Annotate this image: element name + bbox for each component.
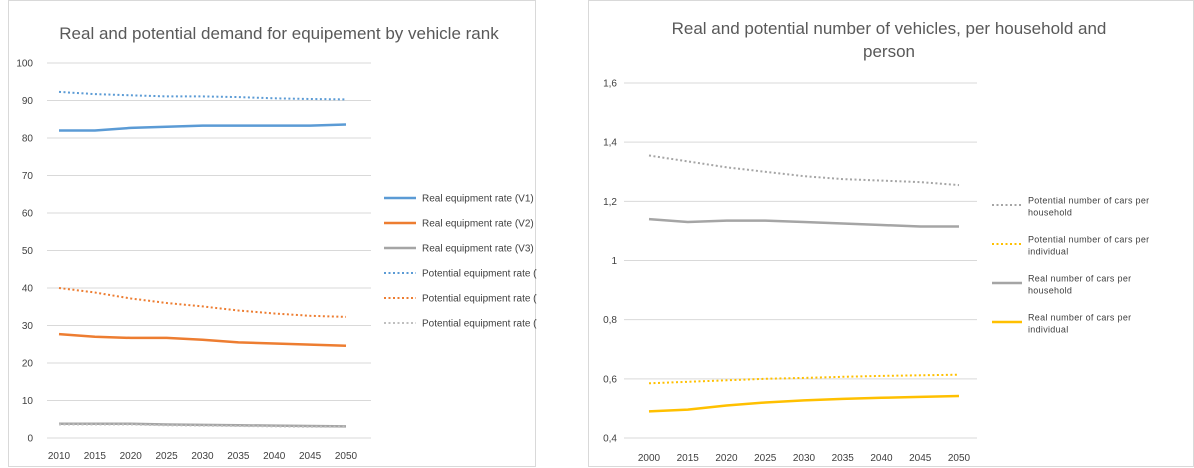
x-tick-label: 2040: [263, 451, 286, 462]
y-tick-label: 70: [22, 171, 34, 182]
x-tick-label: 2015: [84, 451, 107, 462]
vehicles-per-household-chart: Real and potential number of vehicles, p…: [603, 19, 1149, 464]
chart-panel-vehicles-per-household: Real and potential number of vehicles, p…: [588, 0, 1194, 467]
y-tick-label: 10: [22, 396, 34, 407]
series-line: [59, 423, 346, 428]
series-line: [648, 373, 960, 385]
legend-entry: Potential number of cars per individual: [1028, 235, 1149, 257]
chart-title: Real and potential demand for equipement…: [59, 24, 499, 43]
y-tick-label: 1: [611, 256, 617, 267]
y-tick-label: 0,4: [603, 434, 617, 445]
legend-entry: Potential number of cars per household: [1028, 196, 1149, 218]
y-tick-label: 0: [27, 434, 33, 445]
x-tick-label: 2025: [156, 451, 179, 462]
legend-entry: Potential equipment rate (V2): [422, 294, 537, 305]
legend-entry: Real number of cars per individual: [1028, 313, 1131, 335]
x-tick-label: 2050: [335, 451, 358, 462]
x-tick-label: 2035: [227, 451, 250, 462]
series-line: [59, 123, 347, 132]
legend-entry: Real equipment rate (V2): [422, 219, 534, 230]
chart-title-line-2: person: [863, 42, 915, 61]
series-line: [58, 90, 347, 101]
legend-entry: Real number of cars per household: [1028, 274, 1131, 296]
series-line: [648, 394, 960, 413]
series-line: [58, 332, 347, 348]
y-tick-label: 90: [22, 96, 34, 107]
y-tick-label: 40: [22, 284, 34, 295]
x-tick-label: 2040: [870, 453, 893, 464]
x-tick-label: 2020: [715, 453, 738, 464]
x-tick-label: 2030: [793, 453, 816, 464]
x-tick-label: 2035: [832, 453, 855, 464]
y-tick-label: 1,4: [603, 138, 617, 149]
x-tick-label: 2000: [638, 453, 661, 464]
x-tick-label: 2030: [191, 451, 214, 462]
equipment-rate-chart: Real and potential demand for equipement…: [16, 24, 537, 462]
legend-entry: Real equipment rate (V3): [422, 244, 534, 255]
x-tick-label: 2020: [120, 451, 143, 462]
series-line: [648, 217, 959, 228]
y-tick-label: 80: [22, 134, 34, 145]
y-tick-label: 1,2: [603, 197, 617, 208]
chart-title-line-1: Real and potential number of vehicles, p…: [672, 19, 1107, 38]
chart-panel-equipment-rate: Real and potential demand for equipement…: [8, 0, 537, 467]
legend-entry: Potential equipment rate (V3): [422, 319, 537, 330]
x-tick-label: 2045: [299, 451, 322, 462]
x-tick-label: 2045: [909, 453, 932, 464]
y-tick-label: 100: [16, 59, 33, 70]
x-tick-label: 2015: [677, 453, 700, 464]
y-tick-label: 0,8: [603, 315, 617, 326]
legend-entry: Real equipment rate (V1): [422, 194, 534, 205]
x-tick-label: 2025: [754, 453, 777, 464]
y-tick-label: 60: [22, 209, 34, 220]
y-tick-label: 1,6: [603, 79, 617, 90]
y-tick-label: 0,6: [603, 374, 617, 385]
y-tick-label: 30: [22, 321, 34, 332]
legend-entry: Potential equipment rate (V1): [422, 269, 537, 280]
series-line: [648, 154, 960, 187]
x-tick-label: 2050: [948, 453, 971, 464]
y-tick-label: 50: [22, 246, 34, 257]
x-tick-label: 2010: [48, 451, 71, 462]
series-line: [58, 287, 347, 318]
y-tick-label: 20: [22, 359, 34, 370]
